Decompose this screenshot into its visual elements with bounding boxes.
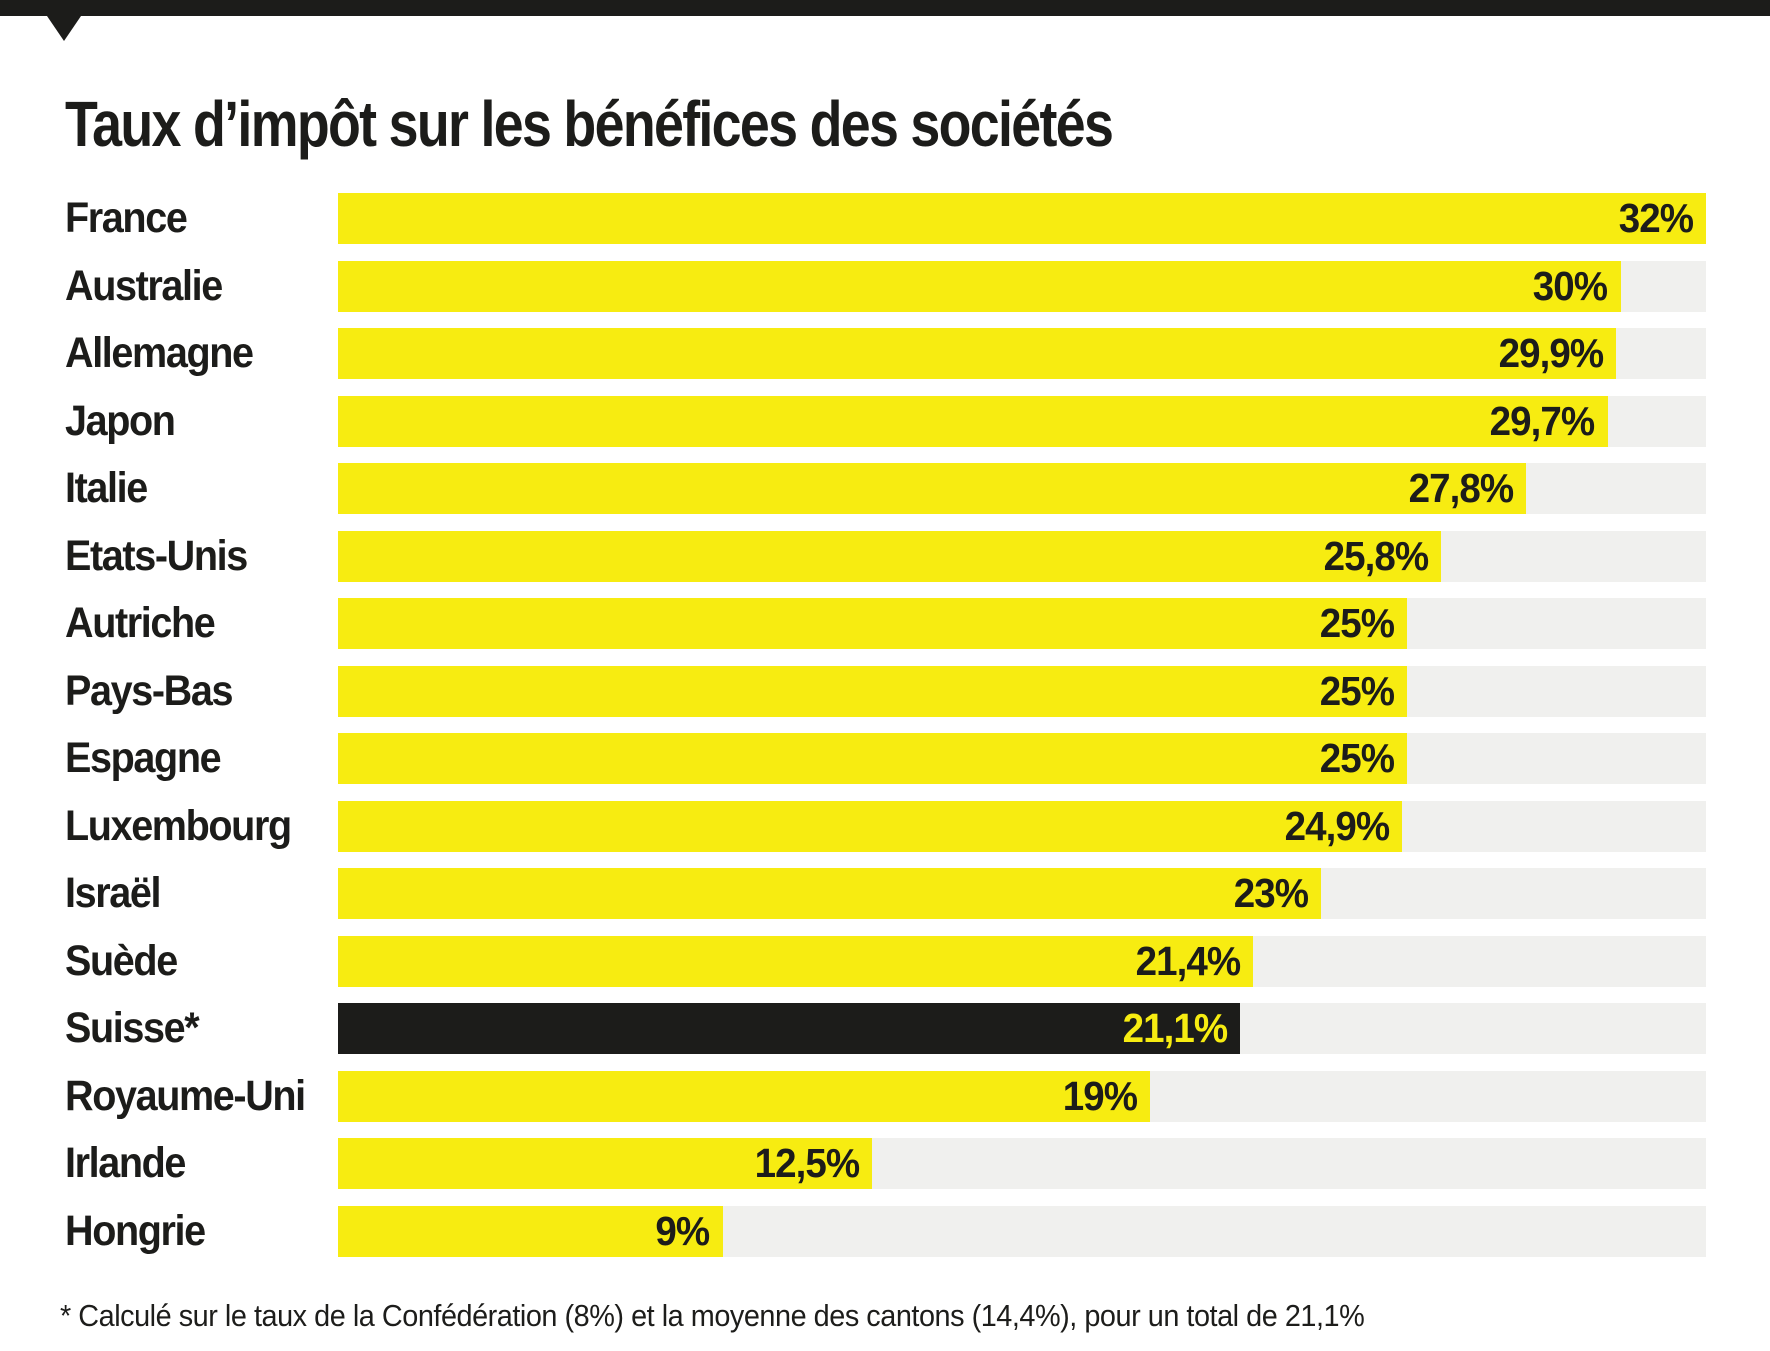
country-label: Japon xyxy=(65,396,176,445)
bar-track: 9% xyxy=(338,1205,1706,1257)
bar: 25% xyxy=(338,733,1407,784)
chart-row: Suède 21,4% xyxy=(0,935,1770,987)
chart-row: Royaume-Uni 19% xyxy=(0,1070,1770,1122)
top-banner xyxy=(0,0,1770,16)
bar: 30% xyxy=(338,260,1621,312)
bar-value: 29,7% xyxy=(1490,397,1596,444)
bar-value: 30% xyxy=(1533,262,1608,309)
bar-value: 24,9% xyxy=(1284,802,1391,849)
bar: 25% xyxy=(338,598,1407,649)
banner-pointer-icon xyxy=(47,16,81,41)
bar-track: 25% xyxy=(338,733,1706,784)
country-label: France xyxy=(65,194,188,242)
bar-track: 12,5% xyxy=(338,1138,1706,1189)
bar-value: 25% xyxy=(1319,667,1394,714)
chart-row: Italie 27,8% xyxy=(0,463,1770,514)
bar-track: 19% xyxy=(338,1070,1706,1122)
bar-value: 9% xyxy=(655,1207,711,1254)
bar-highlighted: 21,1% xyxy=(338,1003,1241,1054)
bar-value: 21,4% xyxy=(1135,937,1241,984)
country-label: Irlande xyxy=(65,1139,186,1187)
bar-value: 12,5% xyxy=(754,1140,861,1186)
chart-row: Hongrie 9% xyxy=(0,1205,1770,1257)
bar: 23% xyxy=(338,868,1322,919)
chart-row: Pays-Bas 25% xyxy=(0,665,1770,717)
country-label: Israël xyxy=(65,869,161,917)
bar-track: 23% xyxy=(338,868,1706,919)
chart-row: Suisse* 21,1% xyxy=(0,1003,1770,1054)
country-label: Luxembourg xyxy=(65,801,292,850)
country-label: Suisse* xyxy=(65,1004,200,1052)
bar-value: 25% xyxy=(1319,735,1394,781)
bar-track: 25% xyxy=(338,665,1706,717)
bar: 21,4% xyxy=(338,935,1253,987)
country-label: Royaume-Uni xyxy=(65,1071,306,1120)
bar-track: 24,9% xyxy=(338,800,1706,852)
chart-row: Allemagne 29,9% xyxy=(0,328,1770,379)
chart-row: France 32% xyxy=(0,193,1770,244)
bar-track: 29,7% xyxy=(338,395,1706,447)
country-label: Etats-Unis xyxy=(65,531,248,580)
country-label: Espagne xyxy=(65,734,222,782)
footnote: * Calculé sur le taux de la Confédératio… xyxy=(60,1298,1365,1333)
bar-track: 32% xyxy=(338,193,1706,244)
bar-value: 27,8% xyxy=(1408,465,1515,511)
country-label: Autriche xyxy=(65,599,216,647)
chart-row: Australie 30% xyxy=(0,260,1770,312)
chart-row: Autriche 25% xyxy=(0,598,1770,649)
bar-track: 25% xyxy=(338,598,1706,649)
chart-row: Etats-Unis 25,8% xyxy=(0,530,1770,582)
country-label: Australie xyxy=(65,261,223,310)
bar-track: 29,9% xyxy=(338,328,1706,379)
country-label: Italie xyxy=(65,464,148,512)
country-label: Pays-Bas xyxy=(65,666,233,715)
page-title: Taux d’impôt sur les bénéfices des socié… xyxy=(65,87,1114,160)
bar-value: 19% xyxy=(1062,1072,1138,1119)
bar: 25,8% xyxy=(338,530,1441,582)
bar-value: 25,8% xyxy=(1323,532,1429,579)
bar: 12,5% xyxy=(338,1138,873,1189)
chart-row: Israël 23% xyxy=(0,868,1770,919)
bar-value: 25% xyxy=(1319,600,1394,646)
chart-row: Irlande 12,5% xyxy=(0,1138,1770,1189)
bar-track: 25,8% xyxy=(338,530,1706,582)
chart-row: Japon 29,7% xyxy=(0,395,1770,447)
bar-value: 29,9% xyxy=(1498,330,1605,376)
bar: 32% xyxy=(338,193,1706,244)
bar: 9% xyxy=(338,1205,723,1257)
bar-track: 21,1% xyxy=(338,1003,1706,1054)
country-label: Hongrie xyxy=(65,1206,206,1255)
bar: 29,7% xyxy=(338,395,1608,447)
chart-row: Luxembourg 24,9% xyxy=(0,800,1770,852)
bar-track: 21,4% xyxy=(338,935,1706,987)
bar-track: 27,8% xyxy=(338,463,1706,514)
bar-value: 32% xyxy=(1618,195,1694,241)
bar: 25% xyxy=(338,665,1407,717)
bar-value: 23% xyxy=(1233,870,1309,916)
bar-track: 30% xyxy=(338,260,1706,312)
bar-value: 21,1% xyxy=(1122,1005,1228,1051)
bar: 19% xyxy=(338,1070,1151,1122)
country-label: Allemagne xyxy=(65,329,254,377)
bar: 29,9% xyxy=(338,328,1617,379)
bar-chart: France 32% Australie 30% Allemagne 29,9% Japon… xyxy=(0,193,1770,1273)
chart-row: Espagne 25% xyxy=(0,733,1770,784)
bar: 27,8% xyxy=(338,463,1527,514)
country-label: Suède xyxy=(65,936,178,985)
bar: 24,9% xyxy=(338,800,1403,852)
